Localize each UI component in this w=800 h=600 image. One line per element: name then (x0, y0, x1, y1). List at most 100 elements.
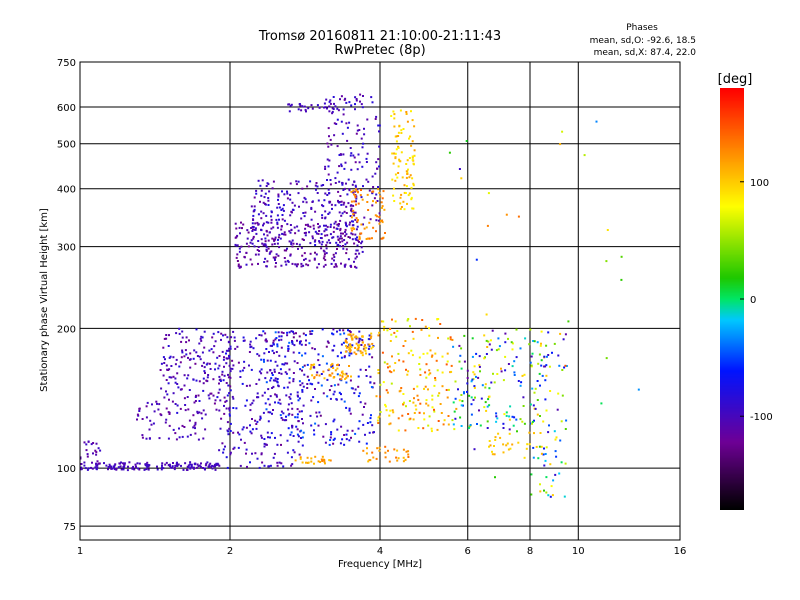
data-point (452, 423, 455, 426)
data-point (370, 335, 373, 338)
data-point (332, 438, 335, 441)
data-point (145, 405, 148, 408)
data-point (200, 412, 203, 415)
data-point (286, 334, 289, 337)
colorbar-tick-label: -100 (750, 412, 773, 423)
data-point (285, 249, 288, 252)
data-point (344, 340, 347, 343)
data-point (300, 262, 303, 265)
data-point (218, 409, 221, 412)
data-point (199, 337, 202, 340)
data-point (409, 174, 412, 177)
data-point (202, 467, 204, 469)
data-point (336, 364, 338, 367)
data-point (293, 344, 296, 347)
data-point (241, 428, 244, 431)
data-point (350, 209, 352, 212)
data-point (249, 343, 252, 346)
data-point (503, 413, 506, 416)
data-point (423, 418, 426, 421)
data-point (405, 170, 408, 173)
data-point (238, 250, 241, 253)
data-point (494, 436, 497, 439)
data-point (310, 332, 313, 335)
data-point (309, 368, 312, 371)
data-point (346, 193, 349, 196)
data-point (345, 233, 348, 236)
data-point (320, 184, 323, 187)
data-point (388, 460, 391, 463)
data-point (228, 409, 231, 412)
data-point (381, 237, 384, 240)
data-point (360, 103, 363, 106)
data-point (465, 140, 468, 142)
data-point (298, 397, 301, 400)
data-point (235, 244, 238, 247)
data-point (407, 453, 410, 456)
data-point (226, 357, 229, 360)
data-point (282, 204, 285, 207)
data-point (394, 156, 397, 159)
data-point (304, 108, 307, 111)
data-point (321, 240, 324, 243)
data-point (357, 153, 360, 156)
data-point (165, 364, 168, 367)
data-point (214, 368, 216, 371)
data-point (277, 254, 280, 257)
data-point (434, 352, 437, 355)
data-point (333, 134, 336, 137)
data-point (214, 399, 217, 402)
data-point (412, 207, 415, 210)
data-point (312, 396, 315, 399)
data-point (167, 345, 170, 347)
data-point (356, 220, 359, 223)
data-point (365, 238, 368, 240)
data-point (343, 210, 346, 213)
data-point (308, 259, 311, 262)
data-point (172, 375, 175, 378)
data-point (320, 243, 323, 246)
data-point (375, 457, 378, 460)
data-point (315, 182, 318, 184)
data-point (85, 449, 88, 452)
data-point (148, 464, 151, 467)
data-point (339, 229, 342, 232)
data-point (431, 394, 434, 397)
data-point (381, 351, 384, 354)
data-point (358, 339, 361, 342)
data-point (170, 365, 173, 367)
data-point (286, 223, 289, 226)
data-point (600, 402, 603, 405)
data-point (490, 348, 493, 351)
data-point (473, 365, 476, 368)
data-point (303, 215, 306, 218)
data-point (168, 463, 171, 466)
data-point (186, 377, 189, 380)
data-point (262, 244, 265, 247)
data-point (246, 465, 248, 468)
data-point (252, 226, 255, 228)
data-point (545, 364, 548, 367)
data-point (406, 120, 409, 123)
data-point (401, 414, 404, 417)
data-point (194, 362, 197, 365)
data-point (256, 457, 259, 460)
data-point (282, 412, 285, 415)
data-point (275, 253, 278, 256)
data-point (267, 411, 270, 414)
data-point (283, 193, 286, 196)
data-point (264, 402, 267, 405)
data-point (223, 356, 225, 359)
data-point (356, 336, 359, 339)
data-point (537, 362, 540, 365)
data-point (460, 347, 463, 350)
data-point (278, 372, 281, 374)
data-point (252, 237, 255, 240)
data-point (163, 362, 166, 364)
data-point (484, 383, 487, 386)
data-point (511, 365, 514, 368)
data-point (168, 334, 170, 337)
data-point (350, 346, 353, 349)
data-point (96, 460, 99, 463)
data-point (115, 467, 118, 470)
